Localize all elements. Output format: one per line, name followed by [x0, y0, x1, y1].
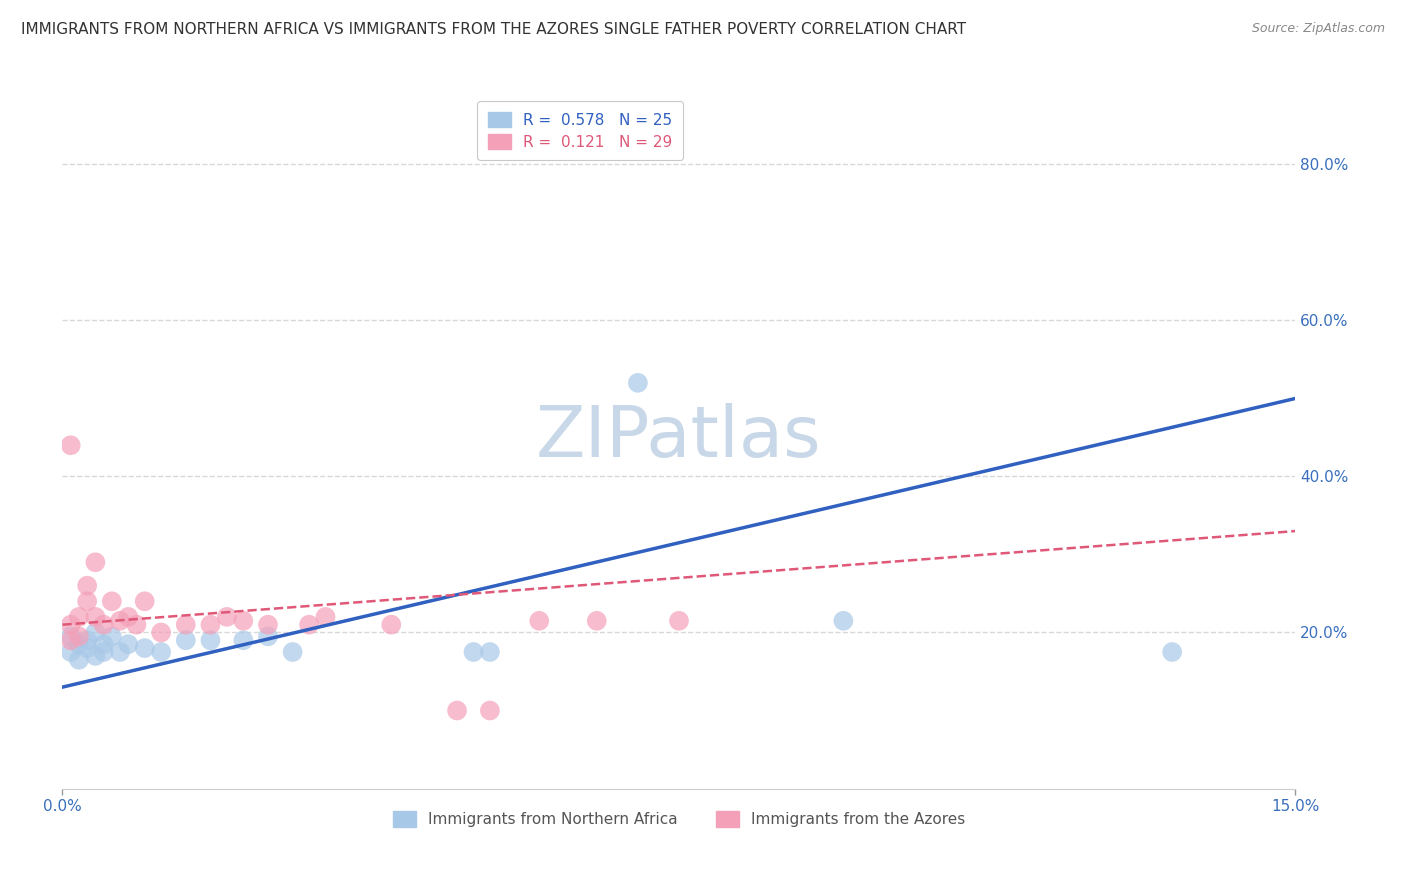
- Point: [446, 704, 468, 718]
- Point: [59, 617, 82, 632]
- Point: [832, 614, 855, 628]
- Point: [84, 648, 107, 663]
- Point: [67, 637, 90, 651]
- Point: [67, 610, 90, 624]
- Point: [150, 625, 173, 640]
- Point: [478, 704, 501, 718]
- Point: [257, 617, 280, 632]
- Point: [463, 645, 485, 659]
- Point: [529, 614, 551, 628]
- Legend: Immigrants from Northern Africa, Immigrants from the Azores: Immigrants from Northern Africa, Immigra…: [387, 805, 972, 833]
- Point: [585, 614, 607, 628]
- Point: [117, 610, 139, 624]
- Point: [101, 629, 124, 643]
- Point: [84, 625, 107, 640]
- Point: [200, 617, 222, 632]
- Point: [257, 629, 280, 643]
- Point: [101, 594, 124, 608]
- Point: [668, 614, 690, 628]
- Point: [76, 594, 98, 608]
- Point: [84, 610, 107, 624]
- Point: [174, 633, 197, 648]
- Text: Source: ZipAtlas.com: Source: ZipAtlas.com: [1251, 22, 1385, 36]
- Point: [84, 555, 107, 569]
- Point: [215, 610, 238, 624]
- Point: [93, 645, 115, 659]
- Point: [150, 645, 173, 659]
- Point: [117, 637, 139, 651]
- Point: [59, 645, 82, 659]
- Point: [76, 579, 98, 593]
- Point: [59, 629, 82, 643]
- Point: [59, 633, 82, 648]
- Text: IMMIGRANTS FROM NORTHERN AFRICA VS IMMIGRANTS FROM THE AZORES SINGLE FATHER POVE: IMMIGRANTS FROM NORTHERN AFRICA VS IMMIG…: [21, 22, 966, 37]
- Point: [76, 641, 98, 656]
- Point: [478, 645, 501, 659]
- Point: [298, 617, 321, 632]
- Point: [93, 617, 115, 632]
- Point: [76, 633, 98, 648]
- Point: [281, 645, 304, 659]
- Point: [627, 376, 650, 390]
- Point: [67, 629, 90, 643]
- Point: [134, 594, 156, 608]
- Point: [59, 438, 82, 452]
- Point: [232, 633, 254, 648]
- Point: [315, 610, 337, 624]
- Point: [125, 617, 148, 632]
- Point: [108, 614, 131, 628]
- Point: [380, 617, 402, 632]
- Point: [108, 645, 131, 659]
- Point: [134, 641, 156, 656]
- Point: [174, 617, 197, 632]
- Point: [67, 653, 90, 667]
- Point: [200, 633, 222, 648]
- Point: [232, 614, 254, 628]
- Text: ZIPatlas: ZIPatlas: [536, 403, 821, 472]
- Point: [93, 637, 115, 651]
- Point: [1161, 645, 1184, 659]
